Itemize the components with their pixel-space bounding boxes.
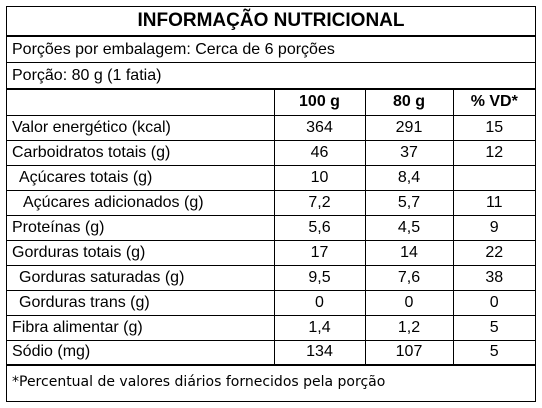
value-per-100g: 10 xyxy=(273,165,365,191)
value-per-serving: 8,4 xyxy=(364,165,453,191)
table-row: Gorduras saturadas (g) 9,5 7,6 38 xyxy=(7,265,535,291)
nutrient-name: Gorduras totais (g) xyxy=(7,240,274,266)
value-per-serving: 37 xyxy=(364,140,453,166)
nutrient-name: Carboidratos totais (g) xyxy=(7,140,274,166)
table-row: Sódio (mg) 134 107 5 xyxy=(7,340,535,366)
value-per-serving: 14 xyxy=(364,240,453,266)
nutrition-facts-label: INFORMAÇÃO NUTRICIONAL Porções por embal… xyxy=(6,6,536,402)
nutrient-name: Açúcares totais (g) xyxy=(7,165,274,191)
serving-size: Porção: 80 g (1 fatia) xyxy=(7,63,535,90)
table-row: Açúcares totais (g) 10 8,4 xyxy=(7,165,535,191)
footnote: *Percentual de valores diários fornecido… xyxy=(12,374,386,390)
table-header-row: 100 g 80 g % VD* xyxy=(7,90,535,116)
value-per-serving: 107 xyxy=(364,340,453,366)
value-per-serving: 1,2 xyxy=(364,315,453,341)
column-header-per-serving: 80 g xyxy=(364,90,453,116)
value-per-100g: 46 xyxy=(273,140,365,166)
value-per-serving: 4,5 xyxy=(364,215,453,241)
column-header-daily-value: % VD* xyxy=(452,90,535,116)
table-row: Fibra alimentar (g) 1,4 1,2 5 xyxy=(7,315,535,341)
servings-per-package: Porções por embalagem: Cerca de 6 porçõe… xyxy=(7,37,535,63)
table-row: Proteínas (g) 5,6 4,5 9 xyxy=(7,215,535,241)
table-row: Valor energético (kcal) 364 291 15 xyxy=(7,115,535,141)
nutrient-name: Sódio (mg) xyxy=(7,340,274,366)
value-daily-percent: 9 xyxy=(452,215,535,241)
nutrient-name: Proteínas (g) xyxy=(7,215,274,241)
value-per-serving: 291 xyxy=(364,115,453,141)
value-daily-percent: 11 xyxy=(452,190,535,216)
nutrient-name: Açúcares adicionados (g) xyxy=(7,190,274,216)
table-row: Gorduras trans (g) 0 0 0 xyxy=(7,290,535,316)
value-per-100g: 7,2 xyxy=(273,190,365,216)
value-daily-percent: 22 xyxy=(452,240,535,266)
table-row: Carboidratos totais (g) 46 37 12 xyxy=(7,140,535,166)
nutrition-table: 100 g 80 g % VD* Valor energético (kcal)… xyxy=(7,90,535,366)
nutrient-name: Valor energético (kcal) xyxy=(7,115,274,141)
value-per-100g: 0 xyxy=(273,290,365,316)
value-per-100g: 5,6 xyxy=(273,215,365,241)
value-per-100g: 364 xyxy=(273,115,365,141)
value-daily-percent: 12 xyxy=(452,140,535,166)
nutrient-name: Gorduras trans (g) xyxy=(7,290,274,316)
table-row: Gorduras totais (g) 17 14 22 xyxy=(7,240,535,266)
value-per-serving: 0 xyxy=(364,290,453,316)
value-daily-percent: 15 xyxy=(452,115,535,141)
value-daily-percent xyxy=(452,165,535,191)
value-daily-percent: 5 xyxy=(452,340,535,366)
value-per-serving: 7,6 xyxy=(364,265,453,291)
value-daily-percent: 5 xyxy=(452,315,535,341)
value-daily-percent: 38 xyxy=(452,265,535,291)
value-per-100g: 17 xyxy=(273,240,365,266)
value-per-100g: 9,5 xyxy=(273,265,365,291)
nutrient-name: Gorduras saturadas (g) xyxy=(7,265,274,291)
column-header-nutrient xyxy=(7,90,274,116)
value-daily-percent: 0 xyxy=(452,290,535,316)
column-header-per-100g: 100 g xyxy=(273,90,365,116)
value-per-100g: 134 xyxy=(273,340,365,366)
nutrient-name: Fibra alimentar (g) xyxy=(7,315,274,341)
value-per-100g: 1,4 xyxy=(273,315,365,341)
label-title: INFORMAÇÃO NUTRICIONAL xyxy=(7,7,535,37)
value-per-serving: 5,7 xyxy=(364,190,453,216)
table-row: Açúcares adicionados (g) 7,2 5,7 11 xyxy=(7,190,535,216)
